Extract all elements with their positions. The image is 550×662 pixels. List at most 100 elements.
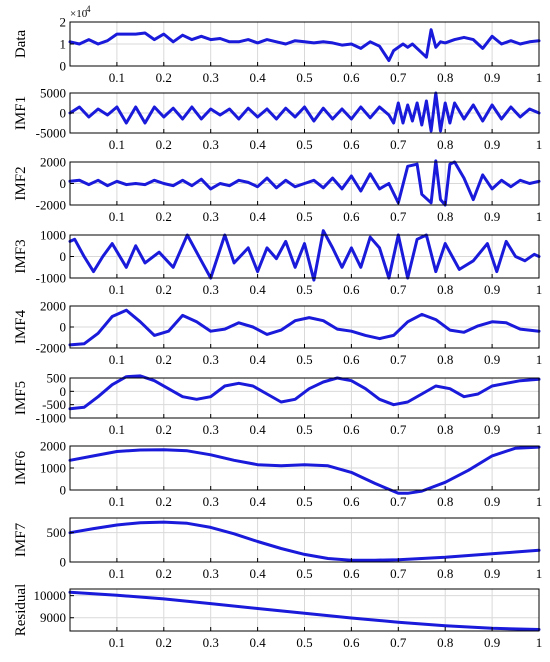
panel-5-xtick-label: 0.2 bbox=[156, 352, 172, 367]
panel-8-xtick-label: 0.7 bbox=[390, 566, 407, 581]
panel-6-xtick-label: 0.4 bbox=[249, 422, 266, 437]
panel-2-xtick-label: 0.1 bbox=[109, 137, 125, 152]
panel-7-xtick-label: 0.8 bbox=[437, 494, 453, 509]
panel-6-ytick-label: 0 bbox=[60, 384, 67, 399]
panel-7-series-line bbox=[68, 445, 541, 495]
panel-5-xtick-label: 0.9 bbox=[484, 352, 500, 367]
panel-5-ytick-label: -2000 bbox=[36, 341, 66, 356]
panel-9-xtick-label: 0.7 bbox=[390, 635, 407, 650]
panel-4-xtick-label: 0.6 bbox=[343, 282, 360, 297]
panel-3-xtick-label: 0.1 bbox=[109, 209, 125, 224]
panel-5-xtick-label: 1 bbox=[536, 352, 543, 367]
panel-5-ytick-label: 2000 bbox=[40, 299, 66, 314]
panel-7-xtick-label: 0.9 bbox=[484, 494, 500, 509]
panel-5-xtick-label: 0.6 bbox=[343, 352, 360, 367]
panel-1-xtick-label: 1 bbox=[536, 70, 543, 85]
panel-4-xtick-label: 0.3 bbox=[203, 282, 219, 297]
panel-1-series-line bbox=[68, 28, 541, 62]
panel-3-xtick-label: 0.9 bbox=[484, 209, 500, 224]
panel-1-xtick-label: 0.2 bbox=[156, 70, 172, 85]
panel-6-ylabel: IMF5 bbox=[13, 381, 29, 415]
panel-9-xtick-label: 1 bbox=[536, 635, 543, 650]
panel-9-xtick-label: 0.9 bbox=[484, 635, 500, 650]
panel-9-xtick-label: 0.1 bbox=[109, 635, 125, 650]
panel-9-xtick-label: 0.4 bbox=[249, 635, 266, 650]
panel-1-ytick-label: 0 bbox=[60, 59, 67, 74]
panel-2-xtick-label: 1 bbox=[536, 137, 543, 152]
panel-6-xtick-label: 0.3 bbox=[203, 422, 219, 437]
panel-2-ytick-label: -5000 bbox=[36, 126, 66, 141]
panel-4-xtick-label: 0.5 bbox=[296, 282, 312, 297]
panel-1-exponent-power: 4 bbox=[86, 4, 91, 14]
panel-2-xtick-label: 0.5 bbox=[296, 137, 312, 152]
panel-4-ytick-label: -1000 bbox=[36, 271, 66, 286]
panel-4-xtick-label: 0.8 bbox=[437, 282, 453, 297]
panel-7-xtick-label: 0.2 bbox=[156, 494, 172, 509]
panel-7-xtick-label: 0.5 bbox=[296, 494, 312, 509]
panel-8-xtick-label: 0.6 bbox=[343, 566, 360, 581]
panel-1-xtick-label: 0.7 bbox=[390, 70, 407, 85]
panel-3-xtick-label: 0.2 bbox=[156, 209, 172, 224]
panel-8-xtick-label: 1 bbox=[536, 566, 543, 581]
panel-5-xtick-label: 0.3 bbox=[203, 352, 219, 367]
panel-1-xtick-label: 0.3 bbox=[203, 70, 219, 85]
panel-1-xtick-label: 0.6 bbox=[343, 70, 360, 85]
panel-3-ylabel: IMF2 bbox=[13, 166, 29, 200]
panel-2-xtick-label: 0.2 bbox=[156, 137, 172, 152]
panel-7-xtick-label: 0.1 bbox=[109, 494, 125, 509]
panel-9-series-line bbox=[68, 590, 541, 631]
panel-1-exponent-base: ×10 bbox=[70, 8, 88, 20]
panel-7-xtick-label: 0.4 bbox=[249, 494, 266, 509]
panel-2-xtick-label: 0.3 bbox=[203, 137, 219, 152]
panel-9-xtick-label: 0.8 bbox=[437, 635, 453, 650]
panel-8-ylabel: IMF7 bbox=[13, 522, 29, 557]
panel-9-xtick-label: 0.5 bbox=[296, 635, 312, 650]
panel-8-xtick-label: 0.5 bbox=[296, 566, 312, 581]
panel-3-ytick-label: -2000 bbox=[36, 198, 66, 213]
panel-6-xtick-label: 0.1 bbox=[109, 422, 125, 437]
panel-8-series-line bbox=[68, 520, 541, 562]
panel-6-xtick-label: 0.6 bbox=[343, 422, 360, 437]
panel-4-xtick-label: 0.1 bbox=[109, 282, 125, 297]
panel-4-xtick-label: 0.2 bbox=[156, 282, 172, 297]
panel-5-xtick-label: 0.7 bbox=[390, 352, 407, 367]
panel-5-xtick-label: 0.1 bbox=[109, 352, 125, 367]
panel-3-series-line bbox=[68, 159, 541, 207]
panel-7-xtick-label: 0.7 bbox=[390, 494, 407, 509]
panel-5-xtick-label: 0.5 bbox=[296, 352, 312, 367]
panel-4-xtick-label: 0.4 bbox=[249, 282, 266, 297]
panel-1-ylabel: Data bbox=[13, 30, 29, 59]
panel-5-ylabel: IMF4 bbox=[13, 309, 29, 344]
panel-3-xtick-label: 0.6 bbox=[343, 209, 360, 224]
panel-2-ytick-label: 5000 bbox=[40, 86, 66, 101]
panel-9-ytick-label: 10000 bbox=[34, 588, 67, 603]
panel-3-xtick-label: 0.5 bbox=[296, 209, 312, 224]
panel-2-xtick-label: 0.8 bbox=[437, 137, 453, 152]
panel-5-xtick-label: 0.8 bbox=[437, 352, 453, 367]
panel-2-xtick-label: 0.4 bbox=[249, 137, 266, 152]
panel-6-xtick-label: 0.8 bbox=[437, 422, 453, 437]
panel-7-ylabel: IMF6 bbox=[13, 450, 29, 485]
panel-4-series-line bbox=[68, 229, 541, 282]
panel-4-ytick-label: 1000 bbox=[40, 228, 66, 243]
panel-4-xtick-label: 1 bbox=[536, 282, 543, 297]
panel-8-xtick-label: 0.3 bbox=[203, 566, 219, 581]
panel-7-xtick-label: 0.6 bbox=[343, 494, 360, 509]
panel-1-xtick-label: 0.5 bbox=[296, 70, 312, 85]
panel-3-xtick-label: 0.7 bbox=[390, 209, 407, 224]
panel-5-xtick-label: 0.4 bbox=[249, 352, 266, 367]
panel-2-xtick-label: 0.7 bbox=[390, 137, 407, 152]
panel-6-xtick-label: 1 bbox=[536, 422, 543, 437]
panel-7-xtick-label: 0.3 bbox=[203, 494, 219, 509]
panel-8-ytick-label: 500 bbox=[47, 525, 67, 540]
panel-8-xtick-label: 0.1 bbox=[109, 566, 125, 581]
panel-6-xtick-label: 0.2 bbox=[156, 422, 172, 437]
panel-6-ytick-label: -500 bbox=[42, 397, 66, 412]
panel-6-xtick-label: 0.9 bbox=[484, 422, 500, 437]
panel-3-xtick-label: 1 bbox=[536, 209, 543, 224]
panel-2-ytick-label: 0 bbox=[60, 106, 67, 121]
panel-3-xtick-label: 0.8 bbox=[437, 209, 453, 224]
panel-5-series-line bbox=[68, 308, 541, 347]
panel-7-ytick-label: 0 bbox=[60, 483, 67, 498]
